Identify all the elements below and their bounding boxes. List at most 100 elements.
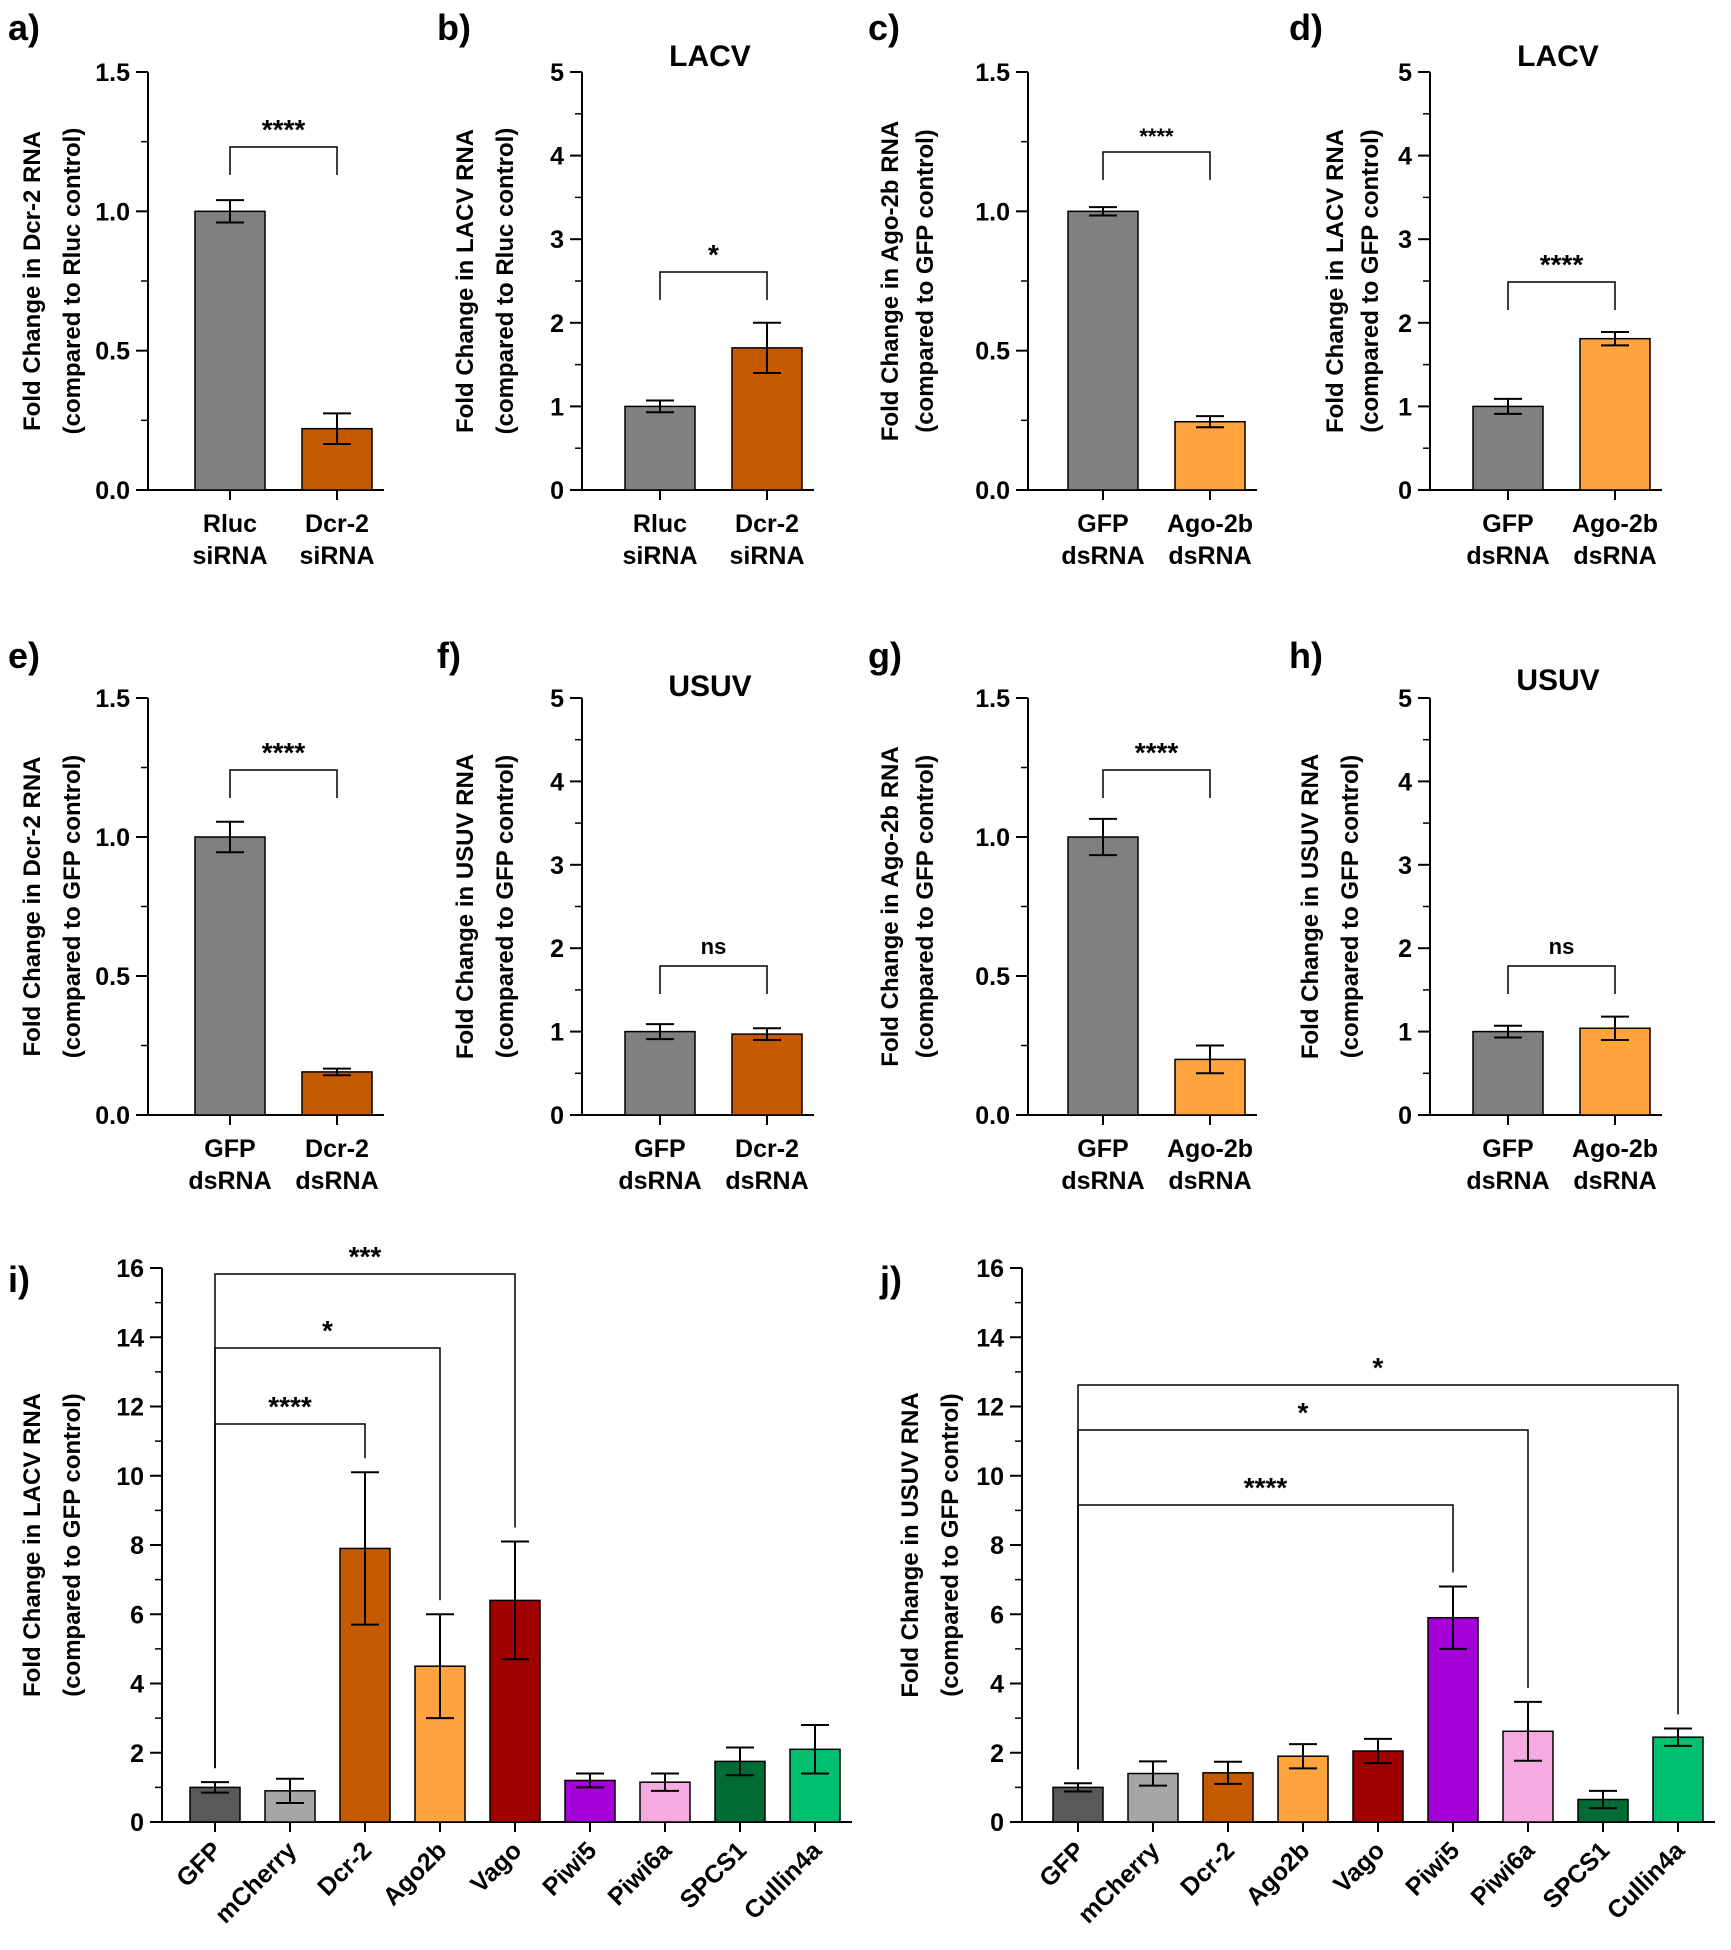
x-tick-label: GFP	[1077, 510, 1128, 538]
x-tick-label: Dcr-2	[312, 1836, 377, 1901]
x-tick-label: dsRNA	[725, 1167, 808, 1195]
y-tick-label: 1	[1398, 393, 1412, 421]
chart-title: LACV	[1517, 40, 1599, 73]
y-tick-label: 0.0	[95, 1102, 130, 1130]
error-bar	[216, 820, 244, 854]
y-tick-label: 0	[990, 1809, 1004, 1837]
significance-bracket: *	[659, 239, 768, 300]
y-tick-label: 0	[1398, 1102, 1412, 1130]
y-axis-label: (compared to GFP control)	[59, 755, 86, 1059]
y-tick-label: 16	[976, 1255, 1004, 1283]
y-tick-label: 8	[990, 1532, 1004, 1560]
x-tick-label: dsRNA	[1466, 542, 1549, 570]
x-tick-label: dsRNA	[1573, 1167, 1656, 1195]
significance-label: ****	[1135, 737, 1179, 768]
y-tick-label: 1.0	[95, 198, 130, 226]
x-tick-label: dsRNA	[1168, 1167, 1251, 1195]
y-tick-label: 3	[550, 226, 564, 254]
error-bar	[1494, 1024, 1522, 1039]
x-tick-label: Piwi6a	[602, 1836, 678, 1912]
bar	[194, 210, 266, 491]
chart-panel-c: c) Fold Change in Ago-2b RNA (compared to …	[868, 7, 1257, 570]
y-tick-label: 6	[130, 1601, 144, 1629]
error-bar	[1494, 397, 1522, 415]
significance-label: *	[1298, 1397, 1309, 1428]
y-axis-label: Fold Change in Dcr-2 RNA	[19, 131, 46, 431]
bar	[1472, 405, 1544, 491]
x-tick-label: GFP	[1034, 1836, 1090, 1892]
chart-panel-e: e) Fold Change in Dcr-2 RNA (compared to G…	[8, 635, 384, 1195]
x-tick-label: Vago	[465, 1836, 527, 1898]
significance-bracket: ****	[229, 114, 338, 175]
significance-bracket: ****	[1102, 124, 1211, 180]
significance-label: *	[322, 1315, 333, 1346]
y-tick-label: 14	[976, 1324, 1004, 1352]
y-tick-label: 2	[1398, 935, 1412, 963]
error-bar	[201, 1781, 229, 1794]
bar	[189, 1786, 241, 1823]
significance-bracket: ***	[214, 1241, 516, 1769]
error-bar	[1364, 1737, 1392, 1765]
chart-panel-h: h) USUV Fold Change in USUV RNA (compared t…	[1289, 635, 1662, 1195]
error-bar	[1196, 415, 1224, 429]
chart-panel-b: b) LACV Fold Change in LACV RNA (compared t…	[437, 7, 814, 570]
x-tick-label: Ago-2b	[1167, 1135, 1253, 1163]
y-tick-label: 1.0	[975, 198, 1010, 226]
error-bar	[646, 399, 674, 414]
x-tick-label: Ago2b	[377, 1836, 452, 1911]
y-tick-label: 1	[550, 1019, 564, 1047]
y-axis-label: (compared to Rluc control)	[492, 128, 519, 435]
error-bar	[651, 1772, 679, 1792]
y-tick-label: 0.5	[95, 338, 130, 366]
significance-bracket: *	[1077, 1352, 1679, 1770]
y-tick-label: 0.5	[975, 338, 1010, 366]
x-tick-label: dsRNA	[1061, 1167, 1144, 1195]
panel-label: a)	[8, 7, 40, 48]
bar	[1652, 1736, 1704, 1823]
y-tick-label: 10	[976, 1463, 1004, 1491]
error-bar	[1601, 330, 1629, 347]
bar	[1579, 1027, 1651, 1116]
y-tick-label: 1.5	[975, 685, 1010, 713]
error-bar	[1064, 1782, 1092, 1793]
x-tick-label: Dcr-2	[735, 1135, 799, 1163]
bar	[624, 1030, 696, 1116]
x-tick-label: dsRNA	[1168, 542, 1251, 570]
y-tick-label: 3	[1398, 226, 1412, 254]
panel-label: h)	[1289, 635, 1323, 676]
significance-bracket: ****	[1102, 737, 1211, 798]
error-bar	[1589, 1789, 1617, 1810]
x-tick-label: Piwi5	[1400, 1836, 1465, 1901]
panel-label: f)	[437, 635, 461, 676]
panel-label: e)	[8, 635, 40, 676]
error-bar	[216, 199, 244, 224]
y-tick-label: 3	[1398, 852, 1412, 880]
significance-label: ns	[701, 934, 727, 959]
y-tick-label: 1.5	[95, 59, 130, 87]
significance-label: *	[708, 239, 719, 270]
bar	[731, 1033, 803, 1116]
y-tick-label: 2	[990, 1740, 1004, 1768]
x-tick-label: Ago-2b	[1167, 510, 1253, 538]
y-tick-label: 1.5	[95, 685, 130, 713]
x-tick-label: Piwi5	[537, 1836, 602, 1901]
significance-label: *	[1373, 1352, 1384, 1383]
chart-panel-d: d) LACV Fold Change in LACV RNA (compared t…	[1289, 7, 1662, 570]
x-tick-label: Ago-2b	[1572, 1135, 1658, 1163]
x-tick-label: Piwi6a	[1465, 1836, 1541, 1912]
x-tick-label: GFP	[1482, 1135, 1533, 1163]
y-tick-label: 12	[116, 1394, 144, 1422]
panel-label: c)	[868, 7, 900, 48]
y-tick-label: 0.5	[975, 963, 1010, 991]
bar	[1067, 210, 1139, 491]
y-axis-label: (compared to Rluc control)	[59, 128, 86, 435]
y-tick-label: 14	[116, 1324, 144, 1352]
y-tick-label: 4	[990, 1671, 1004, 1699]
x-tick-label: GFP	[1482, 510, 1533, 538]
significance-label: ***	[349, 1241, 382, 1272]
y-tick-label: 16	[116, 1255, 144, 1283]
bar	[301, 1071, 373, 1116]
x-tick-label: Dcr-2	[735, 510, 799, 538]
panel-label: b)	[437, 7, 471, 48]
x-tick-label: Rluc	[633, 510, 687, 538]
